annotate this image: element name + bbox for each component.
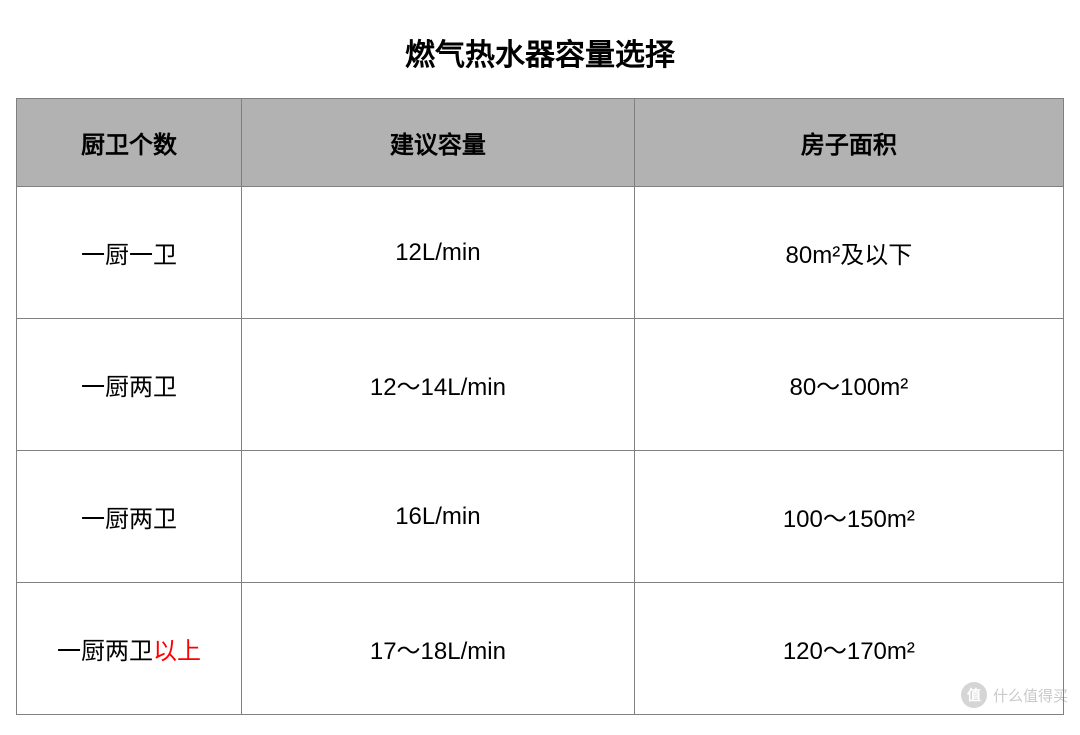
table-row: 一厨两卫 16L/min 100～150m²	[17, 451, 1064, 583]
table-cell: 80m²及以下	[634, 187, 1063, 319]
page-container: 燃气热水器容量选择 厨卫个数 建议容量 房子面积 一厨一卫 12L/min 80…	[0, 0, 1080, 735]
table-cell: 一厨两卫	[17, 319, 242, 451]
watermark-icon: 值	[961, 682, 987, 708]
cell-highlight: 以上	[153, 638, 201, 665]
table-row: 一厨两卫以上 17～18L/min 120～170m²	[17, 583, 1064, 715]
table-cell: 一厨两卫以上	[17, 583, 242, 715]
table-row: 一厨一卫 12L/min 80m²及以下	[17, 187, 1064, 319]
table-cell: 一厨两卫	[17, 451, 242, 583]
table-body: 一厨一卫 12L/min 80m²及以下 一厨两卫 12～14L/min 80～…	[17, 187, 1064, 715]
table-cell: 16L/min	[242, 451, 635, 583]
page-title: 燃气热水器容量选择	[16, 30, 1064, 74]
table-header-cell: 厨卫个数	[17, 99, 242, 187]
table-header-cell: 建议容量	[242, 99, 635, 187]
table-header: 厨卫个数 建议容量 房子面积	[17, 99, 1064, 187]
table-cell: 17～18L/min	[242, 583, 635, 715]
watermark: 值 什么值得买	[961, 682, 1068, 708]
capacity-table: 厨卫个数 建议容量 房子面积 一厨一卫 12L/min 80m²及以下 一厨两卫…	[16, 98, 1064, 715]
table-cell: 12L/min	[242, 187, 635, 319]
watermark-label: 什么值得买	[993, 685, 1068, 706]
table-header-cell: 房子面积	[634, 99, 1063, 187]
table-header-row: 厨卫个数 建议容量 房子面积	[17, 99, 1064, 187]
table-cell: 12～14L/min	[242, 319, 635, 451]
table-cell: 一厨一卫	[17, 187, 242, 319]
table-cell: 100～150m²	[634, 451, 1063, 583]
table-row: 一厨两卫 12～14L/min 80～100m²	[17, 319, 1064, 451]
cell-prefix: 一厨两卫	[57, 638, 153, 665]
table-cell: 80～100m²	[634, 319, 1063, 451]
